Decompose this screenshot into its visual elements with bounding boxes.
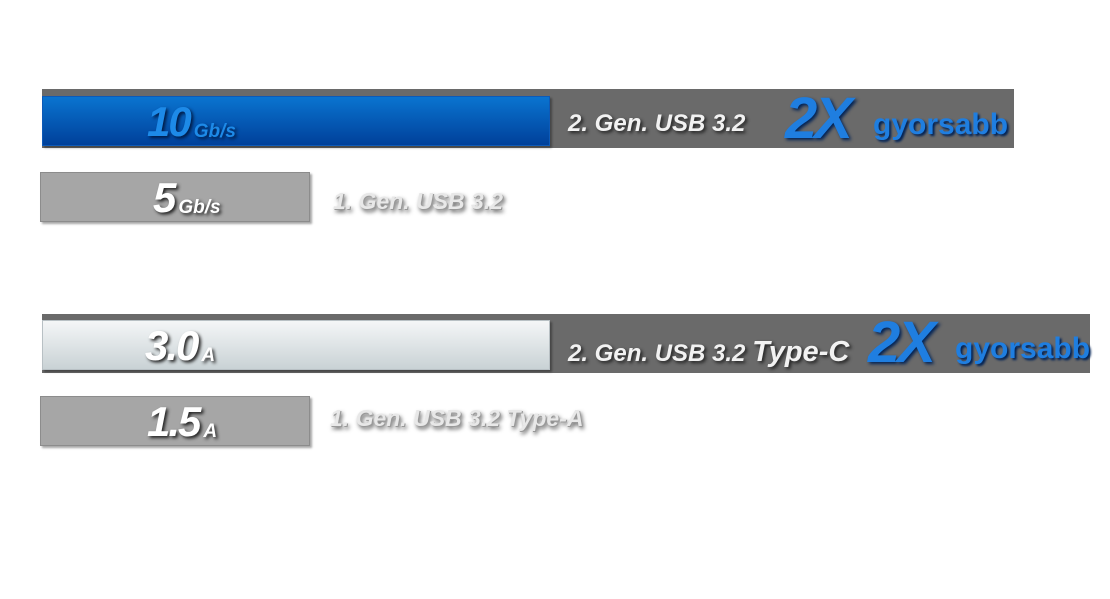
bar-label-gen2: 2. Gen. USB 3.2 (568, 110, 746, 137)
badge-text: gyorsabb (955, 332, 1091, 365)
bar-3a: 3.0 A (42, 320, 550, 370)
label-suffix: Type-C (752, 336, 850, 368)
bar-label-gen2-typec: 2. Gen. USB 3.2 Type-C (568, 336, 849, 369)
value-number: 1.5 (147, 398, 201, 445)
label-text: 2. Gen. USB 3.2 (568, 340, 746, 367)
value-unit: Gb/s (193, 121, 236, 142)
bar-10gbps: 10 Gb/s (42, 96, 550, 146)
bar-label-gen1: 1. Gen. USB 3.2 (333, 188, 504, 214)
bar-5gbps: 5 Gb/s (40, 172, 310, 222)
badge-2x: 2X (785, 86, 853, 151)
value-unit: Gb/s (178, 197, 221, 218)
value-number: 5 (153, 174, 176, 221)
value-number: 10 (147, 98, 192, 145)
bar-1-5a: 1.5 A (40, 396, 310, 446)
value-unit: A (201, 345, 216, 366)
value-unit: A (203, 421, 218, 442)
bar-label-gen1-typea: 1. Gen. USB 3.2 Type-A (330, 405, 584, 431)
badge-2x: 2X (868, 310, 936, 375)
value-label: 3.0 A (145, 321, 215, 371)
value-label: 1.5 A (147, 397, 217, 447)
badge-text: gyorsabb (873, 108, 1009, 141)
value-number: 3.0 (145, 322, 199, 369)
value-label: 5 Gb/s (153, 173, 221, 223)
value-label: 10 Gb/s (147, 97, 236, 147)
